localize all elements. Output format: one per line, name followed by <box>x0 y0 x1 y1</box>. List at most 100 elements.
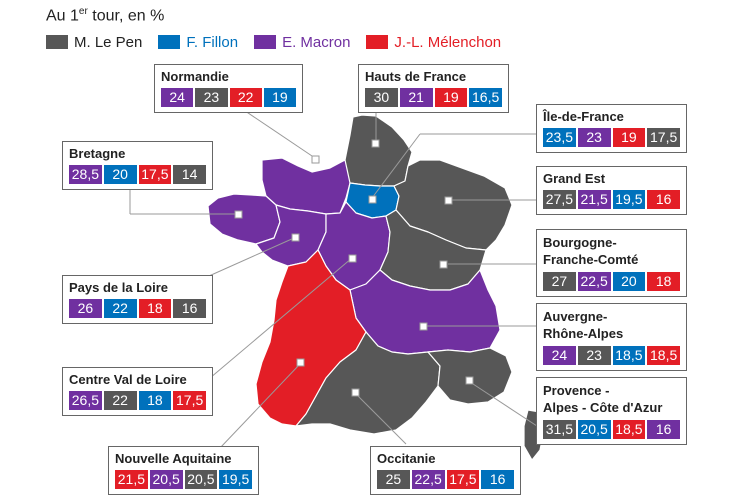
result-fillon: 18,5 <box>612 346 646 365</box>
callout-centre-val-de-loire: Centre Val de Loire 26,5 22 18 17,5 <box>62 367 213 416</box>
result-fillon: 22 <box>103 299 137 318</box>
region-name: Nouvelle Aquitaine <box>115 451 232 466</box>
result-lepen: 16 <box>173 299 206 318</box>
result-macron: 21,5 <box>577 190 611 209</box>
result-lepen: 27 <box>543 272 576 291</box>
callout-grand-est: Grand Est 27,5 21,5 19,5 16 <box>536 166 687 215</box>
region-name: Bourgogne- Franche-Comté <box>543 235 639 267</box>
legend-item-melenchon: J.-L. Mélenchon <box>366 34 501 51</box>
result-fillon: 19,5 <box>612 190 646 209</box>
callout-bretagne: Bretagne 28,5 20 17,5 14 <box>62 141 213 190</box>
legend-label-lepen: M. Le Pen <box>74 33 143 51</box>
region-occitanie <box>295 331 441 435</box>
region-name: Pays de la Loire <box>69 280 168 295</box>
result-melenchon: 18,5 <box>612 420 646 439</box>
region-hauts-de-france <box>343 114 413 187</box>
leader-pays-de-la-loire <box>199 233 300 281</box>
legend-swatch-melenchon <box>366 35 389 49</box>
callout-hauts-de-france: Hauts de France 30 21 19 16,5 <box>358 64 509 113</box>
result-macron: 22,5 <box>411 470 445 489</box>
chart-title: Au 1er tour, en % <box>46 6 165 25</box>
leader-ile-de-france <box>368 133 540 204</box>
result-fillon: 16,5 <box>469 88 502 107</box>
result-melenchon: 19 <box>434 88 468 107</box>
result-lepen: 14 <box>173 165 206 184</box>
result-lepen: 22 <box>103 391 137 410</box>
legend-label-fillon: F. Fillon <box>186 33 239 51</box>
legend: M. Le Pen F. Fillon E. Macron J.-L. Méle… <box>46 32 517 52</box>
result-melenchon: 21,5 <box>115 470 148 489</box>
callout-pays-de-la-loire: Pays de la Loire 26 22 18 16 <box>62 275 213 324</box>
region-name: Bretagne <box>69 146 126 161</box>
leader-grand-est <box>444 196 540 205</box>
callout-auvergne: Auvergne- Rhône-Alpes 24 23 18,5 18,5 <box>536 303 687 371</box>
result-melenchon: 18 <box>647 272 680 291</box>
result-melenchon: 18,5 <box>647 346 680 365</box>
region-name: Île-de-France <box>543 109 624 124</box>
legend-swatch-fillon <box>158 35 181 49</box>
region-name: Provence - Alpes - Côte d'Azur <box>543 383 663 415</box>
legend-item-macron: E. Macron <box>254 34 350 51</box>
region-name: Normandie <box>161 69 229 84</box>
leader-occitanie <box>351 388 407 445</box>
result-lepen: 23 <box>195 88 228 107</box>
legend-label-macron: E. Macron <box>282 33 351 51</box>
region-paca <box>427 347 513 405</box>
result-melenchon: 22 <box>229 88 262 107</box>
result-melenchon: 17,5 <box>446 470 480 489</box>
result-melenchon: 18 <box>138 299 172 318</box>
result-lepen: 31,5 <box>543 420 576 439</box>
result-macron: 26 <box>69 299 102 318</box>
result-macron: 23 <box>577 128 611 147</box>
legend-item-fillon: F. Fillon <box>158 34 238 51</box>
result-fillon: 19,5 <box>219 470 252 489</box>
result-melenchon: 19 <box>612 128 646 147</box>
result-fillon: 20 <box>612 272 646 291</box>
leader-paca <box>465 376 541 429</box>
region-name: Occitanie <box>377 451 436 466</box>
region-name: Grand Est <box>543 171 606 186</box>
callout-bourgogne: Bourgogne- Franche-Comté 27 22,5 20 18 <box>536 229 687 297</box>
leader-centre-val-de-loire <box>209 254 357 379</box>
result-melenchon: 17,5 <box>173 391 206 410</box>
leader-bretagne <box>129 190 243 219</box>
leader-hauts-de-france <box>371 109 380 148</box>
region-name: Auvergne- Rhône-Alpes <box>543 309 624 341</box>
result-macron: 20,5 <box>149 470 183 489</box>
legend-swatch-lepen <box>46 35 68 49</box>
callout-normandie: Normandie 24 23 22 19 <box>154 64 303 113</box>
legend-label-melenchon: J.-L. Mélenchon <box>394 33 502 51</box>
result-fillon: 20 <box>103 165 137 184</box>
result-lepen: 17,5 <box>647 128 680 147</box>
region-name: Centre Val de Loire <box>69 372 187 387</box>
result-macron: 16 <box>647 420 680 439</box>
result-lepen: 20,5 <box>184 470 218 489</box>
result-fillon: 20,5 <box>577 420 611 439</box>
callout-ile-de-france: Île-de-France 23,5 23 19 17,5 <box>536 104 687 153</box>
result-macron: 24 <box>543 346 576 365</box>
leader-bourgogne <box>439 260 540 269</box>
legend-item-lepen: M. Le Pen <box>46 34 142 51</box>
result-lepen: 23 <box>577 346 611 365</box>
callout-occitanie: Occitanie 25 22,5 17,5 16 <box>370 446 521 495</box>
result-fillon: 18 <box>138 391 172 410</box>
legend-swatch-macron <box>254 35 277 49</box>
result-lepen: 27,5 <box>543 190 576 209</box>
leader-auvergne <box>419 322 540 331</box>
result-macron: 26,5 <box>69 391 102 410</box>
result-macron: 21 <box>399 88 433 107</box>
result-melenchon: 16 <box>647 190 680 209</box>
result-macron: 28,5 <box>69 165 102 184</box>
result-melenchon: 17,5 <box>138 165 172 184</box>
result-fillon: 19 <box>263 88 296 107</box>
leader-nouvelle-aquitaine <box>219 358 305 449</box>
result-lepen: 30 <box>365 88 398 107</box>
result-fillon: 23,5 <box>543 128 576 147</box>
callout-paca: Provence - Alpes - Côte d'Azur 31,5 20,5 1… <box>536 377 687 445</box>
result-lepen: 25 <box>377 470 410 489</box>
region-name: Hauts de France <box>365 69 467 84</box>
region-bretagne <box>207 193 281 245</box>
result-macron: 22,5 <box>577 272 611 291</box>
result-macron: 24 <box>161 88 194 107</box>
